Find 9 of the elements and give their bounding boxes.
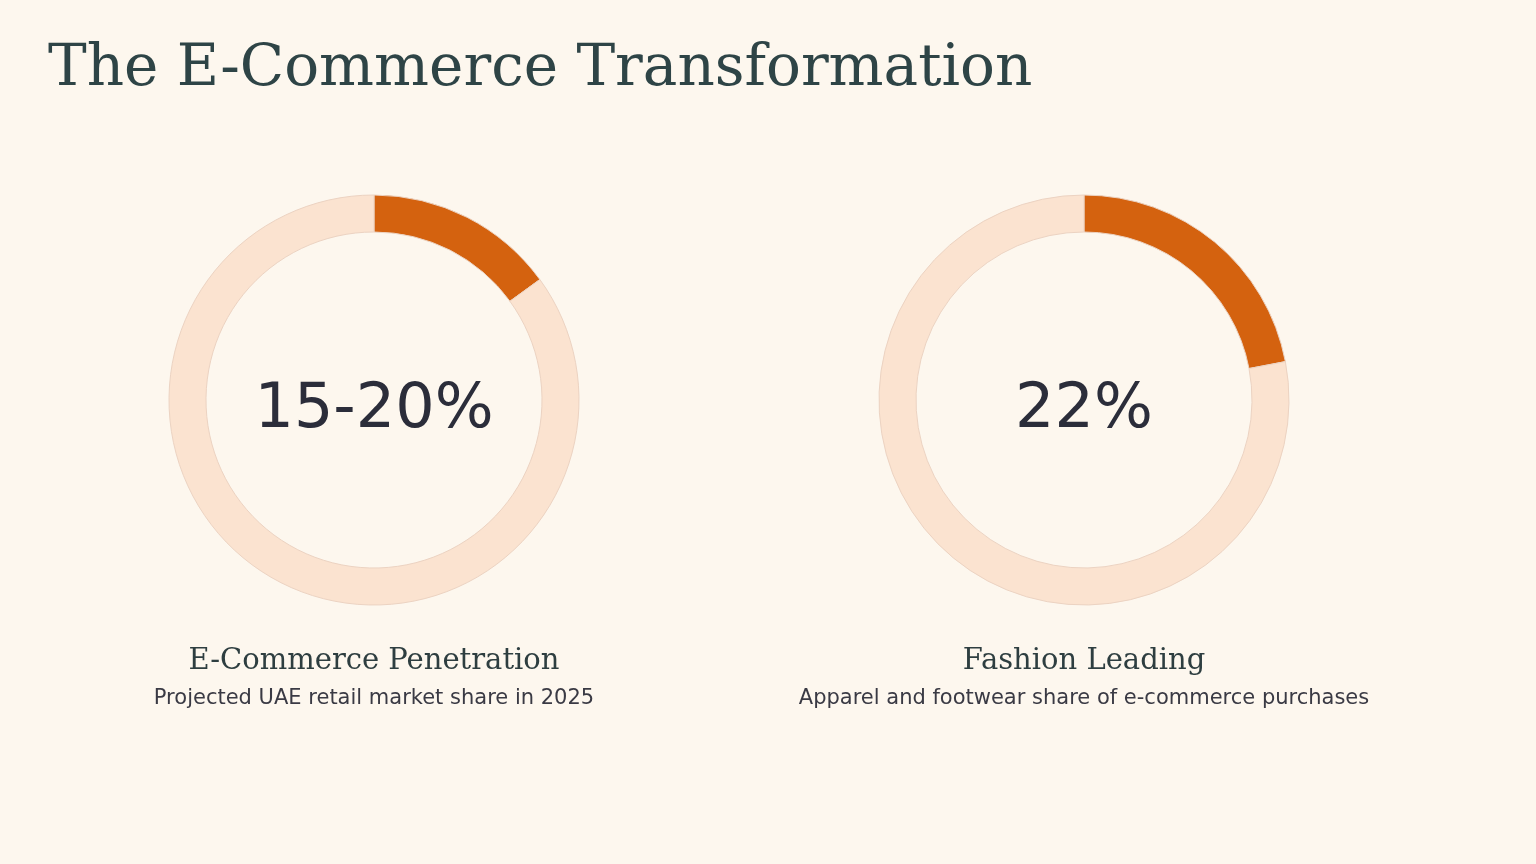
donut-slice (878, 194, 1290, 606)
text: The E-Commerce Transformation (48, 31, 1033, 99)
text: E-Commerce Penetration (188, 642, 560, 676)
donut-slice (168, 194, 580, 606)
text: Fashion Leading (962, 642, 1206, 676)
text: Apparel and footwear share of e-commerce purchases (798, 685, 1370, 709)
text: 15-20% (254, 369, 494, 442)
text: 22% (1015, 369, 1153, 442)
text: Projected UAE retail market share in 2025 (153, 685, 595, 709)
